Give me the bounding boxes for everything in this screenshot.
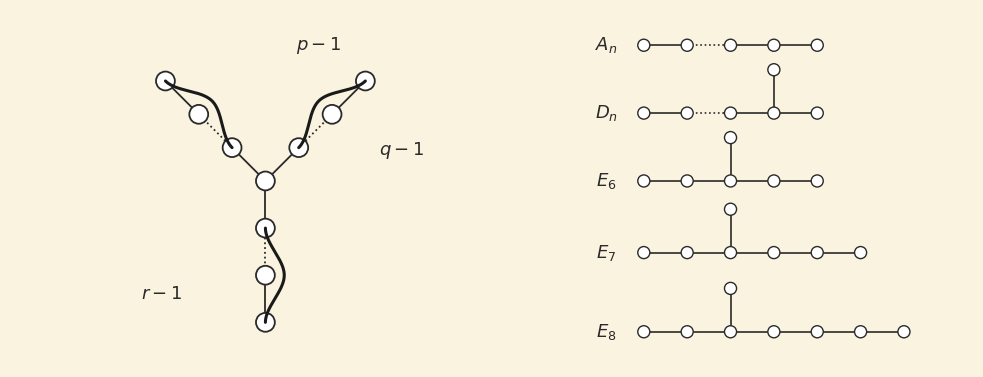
- Circle shape: [681, 175, 693, 187]
- Circle shape: [256, 172, 275, 190]
- Circle shape: [724, 175, 736, 187]
- Text: $q-1$: $q-1$: [378, 140, 424, 161]
- Text: $E_7$: $E_7$: [596, 242, 616, 263]
- Circle shape: [811, 39, 823, 51]
- Circle shape: [256, 266, 275, 285]
- Circle shape: [724, 107, 736, 119]
- Circle shape: [681, 107, 693, 119]
- Circle shape: [724, 326, 736, 338]
- Circle shape: [897, 326, 910, 338]
- Circle shape: [223, 138, 242, 157]
- Text: $p-1$: $p-1$: [296, 35, 341, 56]
- Circle shape: [768, 64, 780, 76]
- Circle shape: [724, 132, 736, 144]
- Circle shape: [681, 326, 693, 338]
- Circle shape: [322, 105, 341, 124]
- Circle shape: [638, 175, 650, 187]
- Circle shape: [724, 282, 736, 294]
- Circle shape: [768, 247, 780, 259]
- Circle shape: [768, 326, 780, 338]
- Circle shape: [681, 247, 693, 259]
- Circle shape: [289, 138, 308, 157]
- Circle shape: [811, 326, 823, 338]
- Circle shape: [638, 39, 650, 51]
- Circle shape: [811, 247, 823, 259]
- Circle shape: [156, 72, 175, 90]
- Circle shape: [638, 107, 650, 119]
- Circle shape: [811, 175, 823, 187]
- Circle shape: [724, 247, 736, 259]
- Circle shape: [356, 72, 375, 90]
- Circle shape: [854, 326, 867, 338]
- Circle shape: [256, 313, 275, 332]
- Circle shape: [681, 39, 693, 51]
- Circle shape: [768, 39, 780, 51]
- Circle shape: [638, 326, 650, 338]
- Circle shape: [724, 39, 736, 51]
- Text: $r-1$: $r-1$: [142, 285, 183, 303]
- Circle shape: [854, 247, 867, 259]
- Circle shape: [811, 107, 823, 119]
- Circle shape: [768, 107, 780, 119]
- Text: $A_n$: $A_n$: [595, 35, 617, 55]
- Circle shape: [768, 175, 780, 187]
- Circle shape: [256, 219, 275, 238]
- Text: $E_8$: $E_8$: [596, 322, 616, 342]
- Circle shape: [190, 105, 208, 124]
- Text: $E_6$: $E_6$: [596, 171, 616, 191]
- Circle shape: [638, 247, 650, 259]
- Circle shape: [724, 203, 736, 215]
- Text: $D_n$: $D_n$: [595, 103, 617, 123]
